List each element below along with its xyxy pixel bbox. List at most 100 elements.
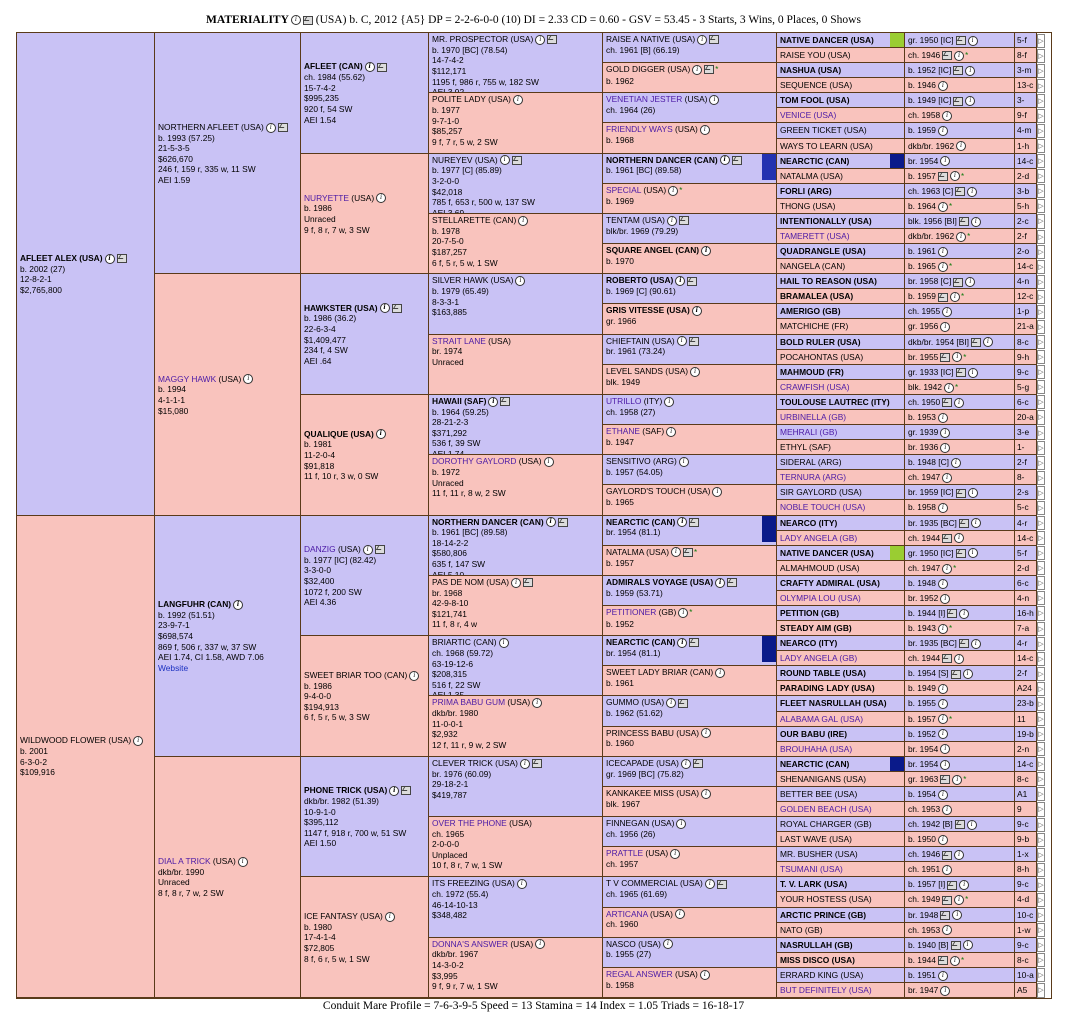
chart-icon[interactable] [557,517,568,527]
expand-arrow-icon[interactable]: ▷ [1037,802,1045,817]
info-icon[interactable]: i [950,457,961,468]
ancestor-name[interactable]: VENETIAN JESTER (USA) i [606,94,773,106]
expand-arrow-icon[interactable]: ▷ [1037,485,1045,500]
expand-arrow-icon[interactable]: ▷ [1037,531,1045,546]
ancestor-name[interactable]: CLEVER TRICK (USA) i [432,758,599,769]
chart-icon[interactable] [688,336,699,346]
info-icon[interactable]: i [699,969,710,980]
info-icon[interactable]: i [668,185,679,196]
expand-arrow-icon[interactable]: ▷ [1037,304,1045,319]
gen5-name[interactable]: ROUND TABLE (USA) [780,668,866,679]
gen5-name[interactable]: INTENTIONALLY (USA) [780,215,872,226]
ancestor-name-text[interactable]: PRIMA BABU GUM [432,697,506,708]
info-icon[interactable]: i [712,487,723,498]
gen5-name[interactable]: TSUMANI (USA) [780,864,843,875]
ancestor-name[interactable]: STRAIT LANE (USA) [432,336,599,347]
gen5-name[interactable]: NATIVE DANCER (USA) [780,547,874,558]
gen5-name[interactable]: ALABAMA GAL (USA) [780,713,864,724]
info-icon[interactable]: i [940,744,951,755]
ancestor-name-text[interactable]: WILDWOOD FLOWER [20,735,107,746]
info-icon[interactable]: i [674,909,685,920]
expand-arrow-icon[interactable]: ▷ [1037,78,1045,93]
chart-icon[interactable] [116,254,127,264]
expand-arrow-icon[interactable]: ▷ [1037,877,1045,892]
chart-icon[interactable] [704,65,715,75]
ancestor-name[interactable]: PRIMA BABU GUM (USA) i [432,697,599,709]
expand-arrow-icon[interactable]: ▷ [1037,214,1045,229]
info-icon[interactable]: i [664,396,675,407]
expand-arrow-icon[interactable]: ▷ [1037,832,1045,847]
info-icon[interactable]: i [967,488,978,499]
ancestor-name[interactable]: ICE FANTASY (USA) i [304,911,425,922]
ancestor-name[interactable]: NURYETTE (USA) i [304,193,425,204]
gen5-name[interactable]: FLEET NASRULLAH (USA) [780,698,887,709]
info-icon[interactable]: i [676,336,687,347]
info-icon[interactable]: i [940,156,951,167]
expand-arrow-icon[interactable]: ▷ [1037,93,1045,108]
expand-arrow-icon[interactable]: ▷ [1037,425,1045,440]
info-icon[interactable]: i [952,910,963,921]
expand-arrow-icon[interactable]: ▷ [1037,983,1045,998]
info-icon[interactable]: i [940,985,951,996]
ancestor-name-text[interactable]: NASCO [606,938,636,949]
info-icon[interactable]: i [678,456,689,467]
ancestor-name-text[interactable]: GUMMO [606,697,640,708]
ancestor-name[interactable]: NEARCTIC (CAN) i [606,637,773,648]
gen5-name[interactable]: BROUHAHA (USA) [780,743,853,754]
info-icon[interactable]: i [518,215,529,226]
ancestor-name-text[interactable]: NORTHERN AFLEET [158,121,239,132]
gen5-name[interactable]: STEADY AIM (GB) [780,623,852,634]
gen5-name[interactable]: SIDERAL (ARG) [780,457,842,468]
info-icon[interactable]: i [133,736,144,747]
chart-icon[interactable] [678,698,689,708]
info-icon[interactable]: i [677,637,688,648]
info-icon[interactable]: i [967,367,978,378]
gen5-name[interactable]: ETHYL (SAF) [780,442,831,453]
ancestor-name[interactable]: GOLD DIGGER (USA) i * [606,64,773,76]
info-icon[interactable]: i [699,125,710,136]
gen5-name[interactable]: MAHMOUD (FR) [780,366,844,377]
ancestor-name-text[interactable]: RAISE A NATIVE [606,34,671,44]
gen5-name[interactable]: CRAFTY ADMIRAL (USA) [780,577,880,588]
ancestor-name-text[interactable]: ICE FANTASY [304,911,358,922]
info-icon[interactable]: i [937,81,948,92]
ancestor-name-text[interactable]: SQUARE ANGEL [606,245,674,256]
gen5-name[interactable]: NEARCO (ITY) [780,638,838,649]
info-icon[interactable]: i [362,544,373,555]
info-icon[interactable]: i [265,122,276,133]
ancestor-name-text[interactable]: HAWAII [432,395,462,406]
expand-arrow-icon[interactable]: ▷ [1037,546,1045,561]
ancestor-name[interactable]: SENSITIVO (ARG) i [606,456,773,467]
expand-arrow-icon[interactable]: ▷ [1037,621,1045,636]
expand-arrow-icon[interactable]: ▷ [1037,199,1045,214]
gen5-name[interactable]: TOULOUSE LAUTREC (ITY) [780,396,890,407]
gen5-name[interactable]: OLYMPIA LOU (USA) [780,592,861,603]
website-link[interactable]: Website [158,662,189,673]
ancestor-name-text[interactable]: NUREYEV [432,154,473,165]
info-icon[interactable]: i [677,517,688,528]
ancestor-name[interactable]: WILDWOOD FLOWER (USA) i [20,735,151,747]
gen5-name[interactable]: URBINELLA (GB) [780,411,847,422]
info-icon[interactable]: i [715,577,726,588]
gen5-name[interactable]: MATCHICHE (FR) [780,321,849,332]
expand-arrow-icon[interactable]: ▷ [1037,953,1045,968]
gen5-name[interactable]: GREEN TICKET (USA) [780,125,867,136]
chart-icon[interactable] [942,533,953,543]
gen5-name[interactable]: OUR BABU (IRE) [780,728,847,739]
gen5-name[interactable]: THONG (USA) [780,200,836,211]
info-icon[interactable]: i [959,880,970,891]
expand-arrow-icon[interactable]: ▷ [1037,410,1045,425]
chart-icon[interactable] [523,578,534,588]
chart-icon[interactable] [511,155,522,165]
info-icon[interactable]: i [666,215,677,226]
gen5-name[interactable]: NEARCO (ITY) [780,517,838,528]
ancestor-name[interactable]: SILVER HAWK (USA) i [432,275,599,287]
ancestor-name[interactable]: UTRILLO (ITY) i [606,396,773,407]
info-icon[interactable]: i [516,879,527,890]
ancestor-name[interactable]: DANZIG (USA) i [304,544,425,555]
info-icon[interactable]: i [954,850,965,860]
info-icon[interactable]: i [962,940,973,951]
ancestor-name[interactable]: PRATTLE (USA) i [606,848,773,859]
info-icon[interactable]: i [937,789,948,800]
info-icon[interactable]: i [499,155,510,166]
